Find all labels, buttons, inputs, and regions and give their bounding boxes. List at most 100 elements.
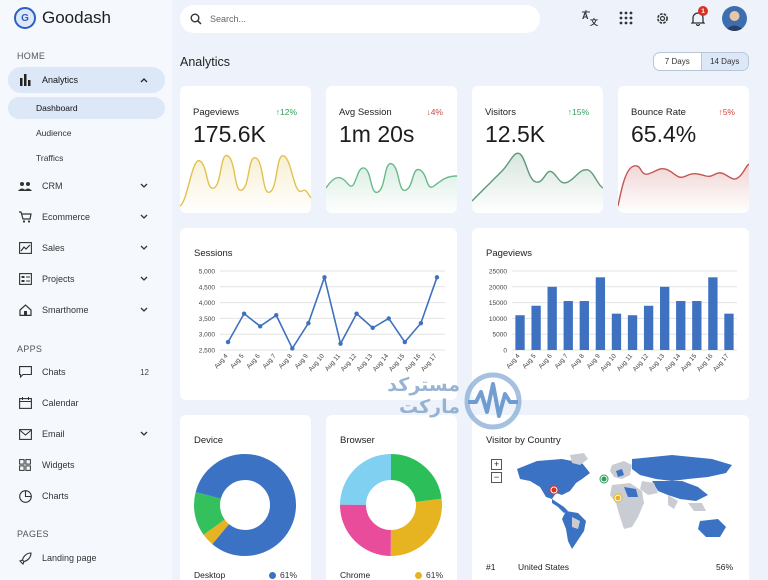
svg-text:文: 文: [590, 17, 599, 26]
zoom-out-button[interactable]: −: [491, 472, 502, 483]
section-pages: PAGES: [17, 529, 49, 539]
x-tick-label: Aug 13: [648, 352, 667, 373]
apps-grid-icon[interactable]: [617, 9, 635, 27]
bar: [547, 286, 557, 350]
bar: [595, 277, 606, 350]
search-input[interactable]: [210, 14, 510, 24]
country-value: 56%: [715, 562, 733, 572]
kpi-sparkline-pageviews: [180, 155, 311, 213]
bar: [660, 286, 670, 350]
brand[interactable]: G Goodash: [14, 7, 111, 29]
sidebar-item-label: Chats: [42, 367, 66, 377]
sidebar-sub-traffics[interactable]: Traffics: [36, 153, 64, 163]
y-tick-label: 10000: [489, 316, 507, 323]
range-14-days-button[interactable]: 14 Days: [700, 53, 748, 70]
y-tick-label: 4,000: [199, 300, 216, 307]
kpi-label: Bounce Rate: [631, 107, 686, 118]
pie-icon: [18, 489, 32, 503]
data-point: [354, 311, 359, 316]
section-apps: APPS: [17, 344, 43, 354]
chart-title: Sessions: [194, 248, 233, 259]
zoom-in-button[interactable]: +: [491, 459, 502, 470]
x-tick-label: Aug 15: [388, 352, 407, 373]
avatar[interactable]: [722, 6, 747, 31]
x-tick-label: Aug 14: [664, 352, 683, 373]
sidebar-item-label: Sales: [42, 243, 65, 253]
x-tick-label: Aug 12: [340, 352, 359, 373]
sidebar-item-ecommerce[interactable]: Ecommerce: [8, 204, 165, 230]
sidebar-item-widgets[interactable]: Widgets: [8, 452, 165, 478]
y-tick-label: 25000: [489, 269, 507, 276]
kpi-value: 175.6K: [193, 121, 266, 147]
sidebar-item-calendar[interactable]: Calendar: [8, 390, 165, 416]
kpi-sparkline-visitors: [472, 152, 603, 213]
kpi-value: 12.5K: [485, 121, 546, 147]
device-donut-chart: [194, 454, 296, 556]
trend-icon: [18, 241, 32, 255]
sidebar-item-email[interactable]: Email: [8, 421, 165, 447]
sidebar-item-label: Smarthome: [42, 305, 89, 315]
data-point: [418, 320, 424, 326]
data-point: [241, 311, 247, 316]
y-tick-label: 4,500: [199, 284, 216, 291]
kpi-delta: ↓4%: [426, 107, 443, 117]
sidebar-item-charts[interactable]: Charts: [8, 483, 165, 509]
page-title: Analytics: [180, 55, 231, 69]
legend-dot: [415, 571, 422, 579]
sidebar-item-sales[interactable]: Sales: [8, 235, 165, 261]
sidebar-item-chats[interactable]: Chats 12: [8, 359, 165, 385]
gear-icon[interactable]: [653, 9, 671, 27]
sidebar-item-label: Email: [42, 429, 65, 439]
pageviews-bar-chart: 0 5000 10000 15000 20000 25000 Aug 4 Aug 5 Aug 6…: [489, 269, 737, 373]
sidebar-item-projects[interactable]: Projects: [8, 266, 165, 292]
x-tick-label: Aug 7: [553, 353, 570, 371]
bell-icon[interactable]: 1: [689, 6, 708, 27]
visitor-map-card: Visitor by Country + − #1 United Sta: [472, 415, 749, 580]
x-tick-label: Aug 10: [599, 352, 618, 373]
legend-value: 61%: [269, 570, 297, 580]
y-tick-label: 2,500: [199, 348, 216, 355]
chat-icon: [18, 365, 32, 379]
legend-percent: 61%: [426, 570, 444, 580]
sidebar-item-analytics[interactable]: Analytics: [8, 67, 165, 93]
donut-slice: [340, 454, 442, 556]
donut-slice: [194, 454, 296, 556]
sidebar-item-crm[interactable]: CRM: [8, 173, 165, 199]
data-point: [225, 339, 231, 345]
grid-icon: [18, 458, 32, 472]
bar: [515, 315, 525, 350]
chats-count-badge: 12: [140, 367, 149, 377]
bar: [692, 301, 702, 350]
sidebar: G Goodash HOME Analytics Dashboard Audie…: [0, 0, 172, 580]
browser-chart-card: Browser Chrome 61%: [326, 415, 457, 580]
chart-title: Browser: [340, 435, 375, 446]
data-point: [402, 339, 408, 345]
watermark-line1: مسترکد: [387, 375, 460, 396]
notification-badge: 1: [698, 6, 708, 16]
legend-dot: [269, 571, 276, 579]
y-tick-label: 5000: [493, 332, 508, 339]
x-tick-label: Aug 8: [278, 353, 295, 371]
chart-title: Device: [194, 435, 224, 446]
legend-percent: 61%: [280, 570, 298, 580]
x-tick-label: Aug 15: [680, 352, 699, 373]
data-point: [434, 275, 440, 280]
logo-icon: G: [14, 7, 36, 29]
x-tick-label: Aug 4: [505, 353, 522, 371]
range-7-days-button[interactable]: 7 Days: [664, 57, 690, 66]
sidebar-item-label: Calendar: [42, 398, 79, 408]
kpi-card-visitors: Visitors ↑15% 12.5K: [472, 86, 603, 213]
y-tick-label: 3,500: [199, 316, 216, 323]
sidebar-sub-audience[interactable]: Audience: [36, 128, 72, 138]
x-tick-label: Aug 5: [229, 353, 246, 371]
sidebar-item-landing-page[interactable]: Landing page: [8, 545, 165, 571]
bar: [531, 305, 541, 350]
search-bar: [180, 5, 540, 33]
sidebar-item-smarthome[interactable]: Smarthome: [8, 297, 165, 323]
legend-value: 61%: [415, 570, 443, 580]
x-tick-label: Aug 16: [404, 352, 423, 373]
sidebar-sub-dashboard[interactable]: Dashboard: [8, 97, 165, 119]
kpi-sparkline-avg-session: [326, 163, 457, 213]
calendar-icon: [18, 396, 32, 410]
